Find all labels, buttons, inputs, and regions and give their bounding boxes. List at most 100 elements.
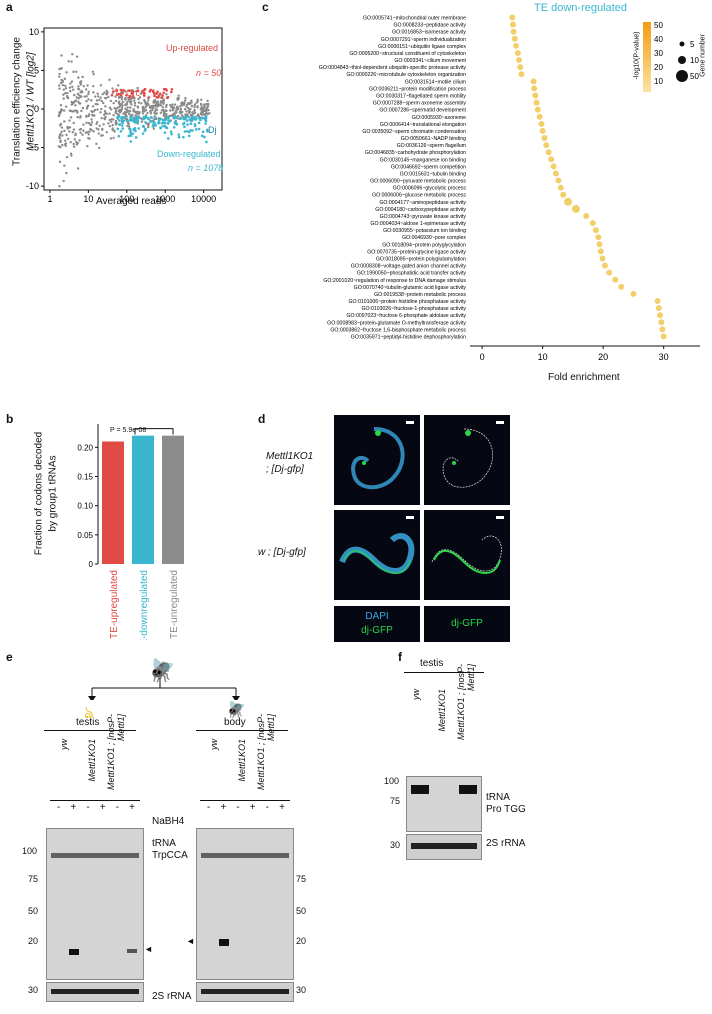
a-point-bg xyxy=(92,114,95,117)
b-bar xyxy=(132,435,154,564)
c-point xyxy=(516,57,523,64)
a-point-bg xyxy=(63,129,66,133)
a-point-up xyxy=(143,91,146,95)
a-point-bg xyxy=(77,87,80,91)
a-point-bg xyxy=(87,121,91,125)
a-point-bg xyxy=(73,93,76,97)
a-point-bg xyxy=(149,109,152,113)
a-point-bg xyxy=(184,108,187,111)
a-point-down xyxy=(159,126,162,130)
a-xtick-label: 100 xyxy=(119,194,134,204)
a-point-bg xyxy=(168,109,172,112)
a-point-down xyxy=(136,121,140,125)
c-term-label: GO:0046692~sperm competition xyxy=(391,164,466,170)
a-point-bg xyxy=(184,96,187,100)
a-point-bg xyxy=(199,108,202,111)
e-lane-yw-right: yw xyxy=(209,739,219,750)
e-arrow-right: ◄ xyxy=(186,936,195,946)
a-point-bg xyxy=(92,84,95,88)
gel-f-tRNA xyxy=(406,776,482,832)
a-point-bg xyxy=(88,130,91,133)
a-point-bg xyxy=(96,120,99,124)
a-point-down xyxy=(189,122,193,125)
a-point-bg xyxy=(137,97,140,101)
a-point-bg xyxy=(169,104,172,107)
a-point-down xyxy=(150,120,153,123)
a-point-bg xyxy=(82,85,85,88)
c-point xyxy=(510,28,517,35)
c-size-legend-label: 5 xyxy=(690,40,695,49)
a-point-bg xyxy=(163,111,166,114)
a-point-bg xyxy=(109,99,112,103)
a-point-down xyxy=(193,123,197,126)
a-point-bg xyxy=(207,102,210,106)
a-point-bg xyxy=(111,87,114,90)
c-term-label: GO:0030145~manganese ion binding xyxy=(380,157,466,163)
a-point-down xyxy=(167,116,170,120)
a-point-bg xyxy=(58,124,62,127)
a-point-bg xyxy=(81,75,84,79)
a-point-bg xyxy=(131,113,134,117)
a-point-bg xyxy=(72,128,76,131)
a-point-bg xyxy=(172,108,175,111)
c-term-label: GO:0000151~ubiquitin ligase complex xyxy=(378,44,466,50)
a-point-bg xyxy=(101,128,104,131)
a-point-bg xyxy=(170,105,173,109)
a-ytick-label: 10 xyxy=(29,27,39,37)
c-term-label: GO:0050661~NADP binding xyxy=(401,136,466,142)
a-point-down xyxy=(169,130,173,134)
a-point-down xyxy=(126,119,129,123)
a-point-bg xyxy=(93,108,97,112)
a-point-bg xyxy=(140,102,143,105)
a-point-bg xyxy=(159,111,163,115)
micrograph-mettl1-gfp xyxy=(424,415,510,505)
a-point-bg xyxy=(86,84,89,87)
a-point-down xyxy=(131,132,135,135)
c-term-label: GO:0031514~motile cilium xyxy=(405,79,466,85)
a-point-bg xyxy=(74,99,78,102)
a-point-bg xyxy=(125,103,129,106)
a-dj-annotation: Dj xyxy=(208,125,217,135)
c-term-label: GO:0004177~aminopeptidase activity xyxy=(379,200,466,206)
a-point-bg xyxy=(98,146,101,150)
b-pvalue-bracket xyxy=(134,428,174,435)
a-point-down xyxy=(121,127,125,130)
d-legend-right: dj-GFP xyxy=(424,606,510,642)
a-point-down xyxy=(182,117,186,121)
a-point-up xyxy=(130,91,134,95)
c-point xyxy=(599,255,606,262)
a-point-bg xyxy=(127,99,130,102)
c-term-label: GO:0007288~sperm axoneme assembly xyxy=(373,101,467,107)
a-point-bg xyxy=(97,95,100,98)
a-point-bg xyxy=(99,111,102,114)
a-point-bg xyxy=(60,126,64,129)
a-point-bg xyxy=(183,99,187,102)
c-term-label: GO:0019538~protein metabolic process xyxy=(374,292,466,298)
a-point-bg xyxy=(60,130,63,133)
c-point xyxy=(595,234,602,241)
a-point-down xyxy=(129,130,132,133)
a-point-up xyxy=(157,94,161,98)
b-ytick-label: 0.05 xyxy=(77,531,93,540)
c-point xyxy=(606,269,613,276)
a-point-down xyxy=(191,116,195,119)
a-point-down xyxy=(201,130,205,134)
a-ytick-label: 0 xyxy=(34,104,39,114)
a-point-down xyxy=(193,117,197,121)
a-point-bg xyxy=(63,77,67,81)
a-point-bg xyxy=(59,81,63,85)
a-point-bg xyxy=(76,167,80,170)
a-point-bg xyxy=(90,121,94,124)
a-point-up xyxy=(131,95,135,98)
a-point-bg xyxy=(139,92,143,95)
b-category-label: TE-upregulated xyxy=(109,570,120,639)
c-term-label: GO:0046835~carbohydrate phosphorylation xyxy=(365,150,466,156)
a-point-bg xyxy=(105,130,108,134)
c-point xyxy=(596,241,603,248)
c-point xyxy=(589,220,596,227)
a-point-bg xyxy=(61,83,65,87)
e-arrow-left: ◄ xyxy=(144,944,153,954)
c-term-label: GO:0007291~sperm individualization xyxy=(381,37,466,43)
c-term-label: GO:0006090~pyruvate metabolic process xyxy=(370,179,466,185)
a-point-down xyxy=(170,132,173,136)
